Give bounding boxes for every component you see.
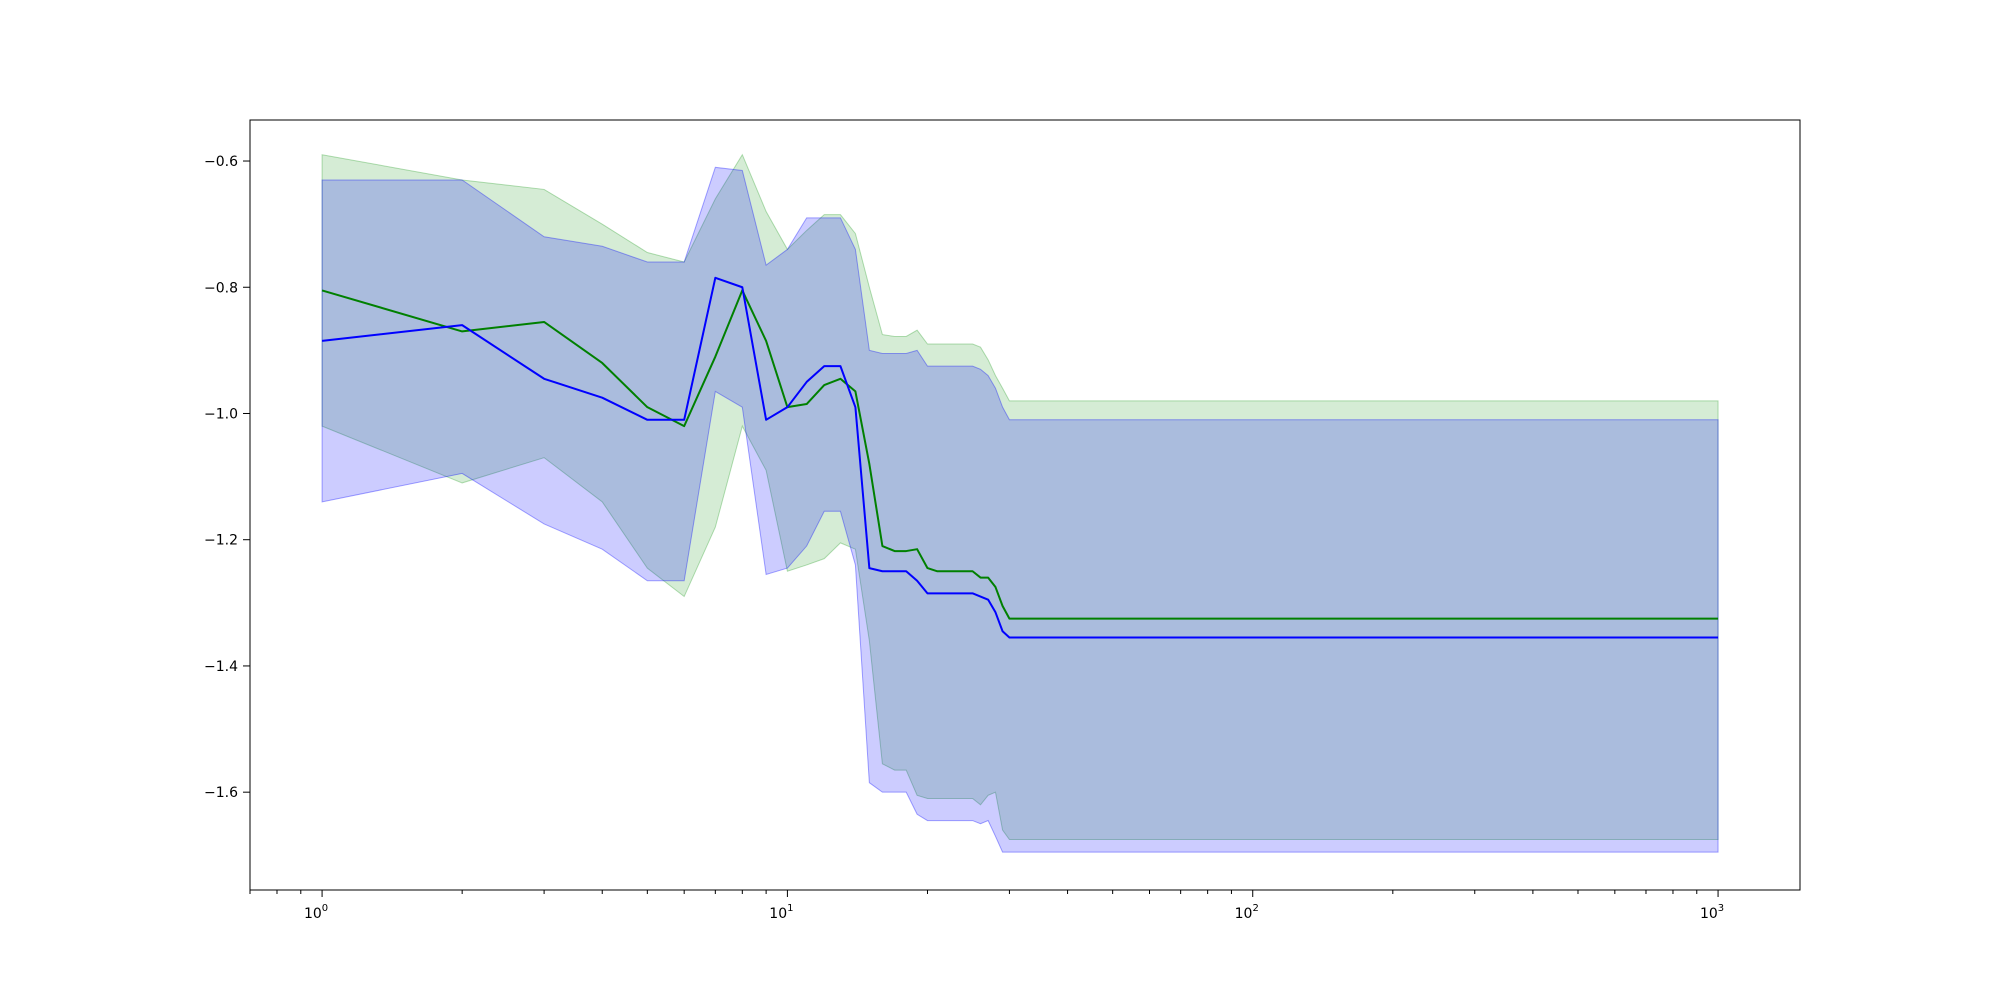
axes-frame: [249, 119, 1801, 891]
y-tick-label: −1.6: [204, 785, 238, 801]
x-tick-exponent: 3: [1718, 903, 1724, 914]
y-tick-label: −1.4: [204, 659, 238, 675]
x-tick-exponent: 0: [322, 903, 328, 914]
y-tick-label: −0.8: [204, 280, 238, 296]
series-1-band: [321, 153, 1719, 841]
y-tick-label: −0.6: [204, 154, 238, 170]
y-tick-label: −1.0: [204, 406, 238, 422]
x-tick-exponent: 1: [787, 903, 793, 914]
series-2-line: [321, 276, 1719, 639]
series-2-band: [321, 166, 1719, 853]
y-tick-label: −1.2: [204, 533, 238, 549]
plot-area: [321, 153, 1719, 853]
x-tick-exponent: 2: [1252, 903, 1258, 914]
y-axis: −0.6 −0.8 −1.0 −1.2 −1.4 −1.6: [204, 154, 250, 801]
series-1-line: [321, 289, 1719, 620]
